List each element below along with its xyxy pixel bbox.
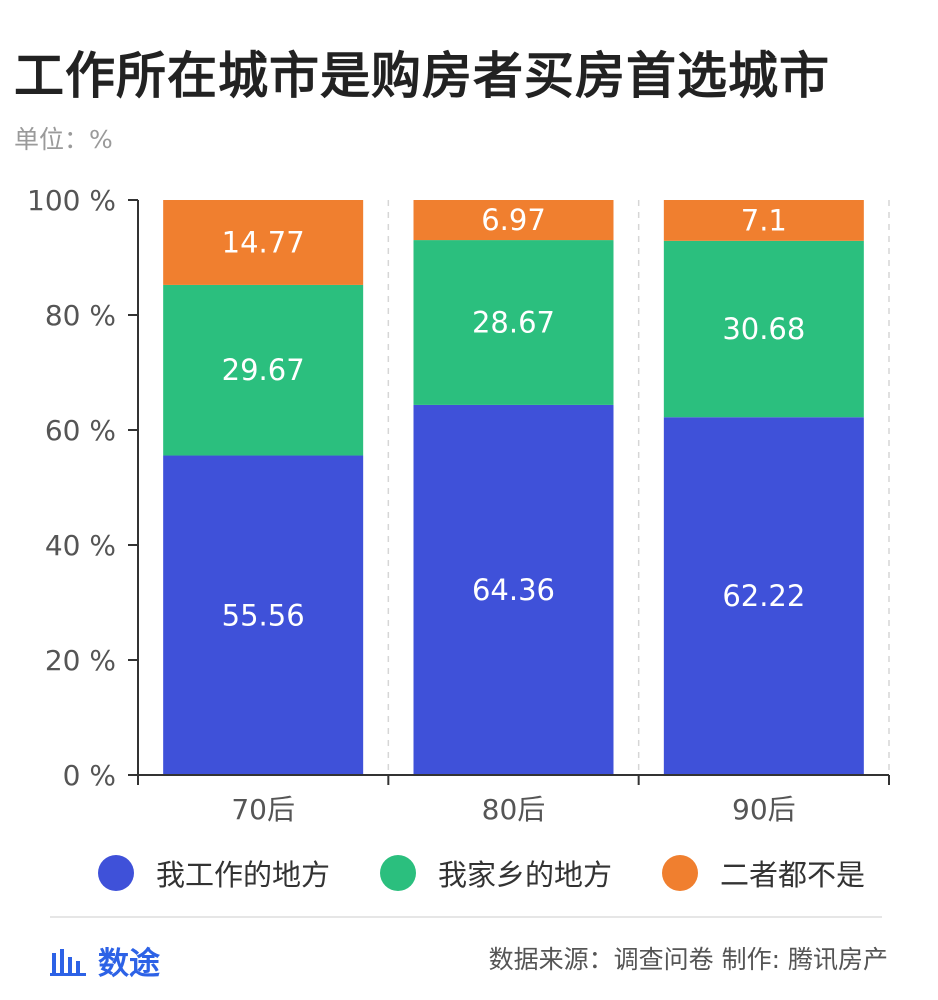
bar-value-label: 14.77	[222, 225, 305, 259]
x-tick-label: 70后	[231, 793, 295, 826]
bar-segment	[413, 240, 614, 405]
bar-value-label: 28.67	[472, 306, 555, 340]
legend-swatch-neither	[662, 855, 699, 891]
brand-name: 数途	[98, 946, 160, 982]
y-tick-label: 100 %	[27, 184, 116, 217]
stacked-bar-chart: 55.5629.6714.7764.3628.676.9762.2230.687…	[27, 184, 890, 826]
bar-chart-icon	[50, 948, 86, 976]
footer-divider	[50, 916, 882, 918]
axes: 70后 80后 90后 0 % 20 % 40 % 60 % 80 % 100 %	[27, 184, 890, 826]
legend-swatch-work-city	[98, 855, 134, 891]
bar-segment	[163, 200, 364, 285]
unit-label: 单位：%	[14, 125, 113, 154]
x-tick-label: 90后	[732, 793, 796, 826]
brand-logo: 数途	[50, 938, 160, 983]
bar-segment	[663, 200, 864, 241]
legend-swatch-hometown	[380, 855, 417, 891]
bar-value-label: 30.68	[722, 312, 805, 346]
bar-segment	[163, 455, 364, 775]
legend-item-work-city: 我工作的地方	[98, 852, 330, 894]
y-tick-label: 20 %	[45, 644, 116, 677]
x-tick-label: 80后	[482, 793, 546, 826]
legend: 我工作的地方 我家乡的地方 二者都不是	[98, 852, 915, 894]
data-labels: 55.56 29.67 14.77 64.36 28.67 6.97 62.22 30.68 7…	[222, 203, 806, 632]
bar-segment	[163, 284, 364, 456]
y-tick-label: 0 %	[63, 759, 116, 792]
y-tick-label: 80 %	[45, 299, 116, 332]
bar-value-label: 55.56	[222, 598, 305, 632]
legend-label-hometown: 我家乡的地方	[438, 858, 613, 892]
bar-segment	[413, 404, 614, 775]
bars	[163, 200, 864, 775]
legend-label-work-city: 我工作的地方	[156, 858, 331, 892]
legend-item-hometown: 我家乡的地方	[380, 852, 612, 894]
bar-segment	[413, 200, 614, 241]
legend-label-neither: 二者都不是	[720, 858, 866, 892]
bar-value-label: 6.97	[481, 203, 546, 237]
bar-value-label: 7.1	[741, 203, 787, 237]
legend-item-neither: 二者都不是	[662, 852, 865, 894]
y-tick-label: 60 %	[45, 414, 116, 447]
bar-segment	[663, 240, 864, 418]
bar-value-label: 29.67	[222, 353, 305, 387]
bar-value-label: 64.36	[472, 573, 555, 607]
bar-segment	[663, 417, 864, 775]
bar-value-label: 62.22	[722, 579, 805, 613]
y-tick-label: 40 %	[45, 529, 116, 562]
chart-title: 工作所在城市是购房者买房首选城市	[14, 47, 830, 105]
source-credit: 数据来源：调查问卷 制作: 腾讯房产	[488, 945, 888, 974]
